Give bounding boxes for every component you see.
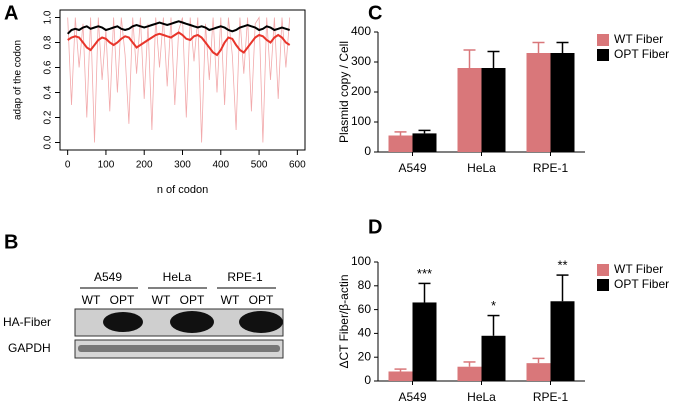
x-axis-label: n of codon (157, 184, 208, 196)
lane-label: WT (221, 293, 240, 307)
y-tick-label: 0 (364, 373, 371, 387)
legend-label: OPT Fiber (614, 47, 669, 61)
x-tick-label: RPE-1 (533, 161, 569, 175)
panel-label: A (4, 2, 18, 24)
y-tick-label: 400 (351, 24, 371, 38)
group-label: RPE-1 (227, 270, 263, 284)
bar (550, 53, 575, 152)
bar (388, 371, 413, 381)
series-line (67, 31, 291, 57)
y-axis-label: adap of the codon (13, 40, 24, 120)
bar (526, 363, 551, 381)
y-tick-label: 0 (364, 144, 371, 158)
x-tick-label: HeLa (467, 390, 496, 404)
lane-label: OPT (180, 293, 205, 307)
legend-label: OPT Fiber (614, 277, 669, 291)
y-tick-label: 60 (358, 302, 372, 316)
y-tick-label: 0.8 (43, 35, 54, 49)
x-tick-label: A549 (398, 390, 426, 404)
panel-label: B (4, 231, 18, 253)
band (78, 345, 280, 352)
x-tick-label: 0 (65, 160, 71, 171)
y-tick-label: 0.6 (43, 60, 54, 74)
x-tick-label: 200 (136, 160, 153, 171)
y-tick-label: 200 (351, 84, 371, 98)
x-tick-label: 500 (251, 160, 268, 171)
legend-swatch (597, 279, 609, 291)
x-tick-label: RPE-1 (533, 390, 569, 404)
row-label: HA-Fiber (3, 315, 51, 329)
bar (388, 135, 413, 152)
lane-label: WT (82, 293, 101, 307)
x-tick-label: 100 (98, 160, 115, 171)
y-axis-label: ΔCT Fiber/β-actin (337, 274, 351, 368)
bar (526, 53, 551, 152)
y-tick-label: 80 (358, 278, 372, 292)
significance: ** (557, 258, 567, 273)
legend-swatch (597, 34, 609, 46)
y-tick-label: 0.4 (43, 85, 54, 99)
legend-swatch (597, 264, 609, 276)
panel-label: C (368, 2, 382, 24)
panel-label: D (368, 216, 382, 238)
x-tick-label: 400 (212, 160, 229, 171)
lane-label: WT (152, 293, 171, 307)
group-label: A549 (94, 270, 122, 284)
band (103, 312, 143, 332)
lane-label: OPT (110, 293, 135, 307)
y-tick-label: 0.0 (43, 135, 54, 149)
legend-label: WT Fiber (614, 32, 663, 46)
lane-label: OPT (249, 293, 274, 307)
y-tick-label: 100 (351, 114, 371, 128)
y-tick-label: 100 (351, 254, 371, 268)
x-tick-label: 600 (289, 160, 306, 171)
y-tick-label: 0.2 (43, 110, 54, 124)
y-tick-label: 1.0 (43, 10, 54, 24)
group-label: HeLa (163, 270, 192, 284)
band (170, 311, 214, 333)
y-tick-label: 300 (351, 54, 371, 68)
x-tick-label: 300 (174, 160, 191, 171)
legend-swatch (597, 49, 609, 61)
x-tick-label: HeLa (467, 161, 496, 175)
y-axis-label: Plasmid copy / Cell (337, 41, 351, 143)
y-tick-label: 20 (358, 349, 372, 363)
y-tick-label: 40 (358, 326, 372, 340)
significance: *** (417, 266, 432, 281)
western-blot: A549 HeLa RPE-1 WT OPT WT OPT WT OPT HA-… (3, 270, 284, 359)
series-line (66, 20, 291, 35)
bar (412, 133, 437, 152)
bar (550, 301, 575, 381)
bar (412, 302, 437, 381)
bar (481, 68, 506, 152)
series-line (67, 16, 291, 143)
bar (481, 335, 506, 381)
band (239, 311, 283, 333)
row-label: GAPDH (8, 341, 51, 355)
x-tick-label: A549 (398, 161, 426, 175)
bar (457, 68, 482, 152)
significance: * (491, 298, 496, 313)
legend-label: WT Fiber (614, 262, 663, 276)
bar (457, 366, 482, 381)
